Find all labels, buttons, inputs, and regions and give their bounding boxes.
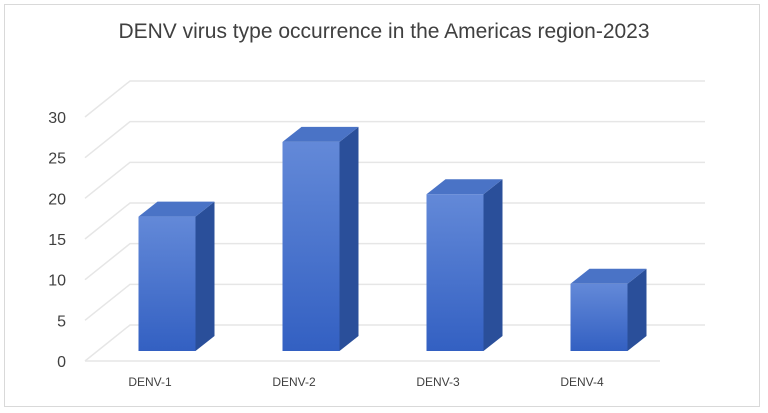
- bars: [138, 126, 647, 351]
- gridline: [84, 242, 705, 281]
- x-tick-label: DENV-4: [560, 375, 604, 389]
- gridline: [84, 161, 705, 199]
- y-axis-ticks: 0 5 10 15 20 25 30: [48, 110, 66, 371]
- x-tick-label: DENV-1: [128, 375, 172, 389]
- bar-top: [138, 201, 215, 217]
- bar-side: [195, 201, 215, 351]
- bar-top: [282, 126, 359, 142]
- y-tick-label: 25: [48, 151, 66, 168]
- y-tick-label: 20: [48, 191, 66, 208]
- x-tick-label: DENV-2: [272, 375, 316, 389]
- chart-title: DENV virus type occurrence in the Americ…: [118, 20, 650, 43]
- y-tick-label: 15: [48, 232, 66, 249]
- gridline: [84, 324, 705, 362]
- x-axis-ticks: DENV-1 DENV-2 DENV-3 DENV-4: [128, 375, 604, 389]
- y-tick-label: 0: [57, 354, 66, 371]
- y-tick-label: 5: [57, 313, 66, 330]
- bar-front: [570, 283, 628, 351]
- gridline: [84, 202, 705, 240]
- bar-denv-3: [426, 179, 503, 351]
- gridline: [84, 120, 705, 159]
- bar-top: [426, 179, 503, 195]
- bar-top: [570, 268, 647, 284]
- bar-front: [282, 141, 340, 351]
- x-tick-label: DENV-3: [416, 375, 460, 389]
- bar-front: [426, 194, 484, 351]
- bar-front: [138, 216, 196, 351]
- grid-lines: [84, 80, 705, 362]
- bar-denv-1: [138, 201, 215, 351]
- bar-side: [627, 268, 647, 351]
- gridline: [84, 80, 705, 118]
- gridline: [84, 283, 705, 321]
- y-tick-label: 10: [48, 273, 66, 290]
- bar-denv-4: [570, 268, 647, 351]
- y-tick-label: 30: [48, 110, 66, 127]
- bar-denv-2: [282, 126, 359, 351]
- bar-side: [483, 179, 503, 351]
- bar-side: [339, 126, 359, 351]
